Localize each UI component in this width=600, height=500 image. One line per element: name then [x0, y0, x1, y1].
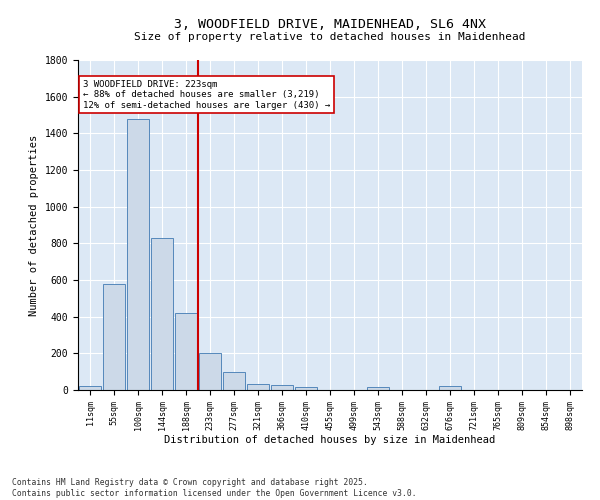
Bar — [247, 384, 269, 390]
Bar — [223, 372, 245, 390]
Text: 3 WOODFIELD DRIVE: 223sqm
← 88% of detached houses are smaller (3,219)
12% of se: 3 WOODFIELD DRIVE: 223sqm ← 88% of detac… — [83, 80, 330, 110]
Bar — [271, 386, 293, 390]
X-axis label: Distribution of detached houses by size in Maidenhead: Distribution of detached houses by size … — [164, 436, 496, 446]
Text: 3, WOODFIELD DRIVE, MAIDENHEAD, SL6 4NX: 3, WOODFIELD DRIVE, MAIDENHEAD, SL6 4NX — [174, 18, 486, 30]
Bar — [79, 386, 101, 390]
Y-axis label: Number of detached properties: Number of detached properties — [29, 134, 39, 316]
Bar — [199, 354, 221, 390]
Bar — [367, 387, 389, 390]
Text: Contains HM Land Registry data © Crown copyright and database right 2025.
Contai: Contains HM Land Registry data © Crown c… — [12, 478, 416, 498]
Bar — [103, 284, 125, 390]
Bar — [151, 238, 173, 390]
Bar — [175, 313, 197, 390]
Bar — [127, 118, 149, 390]
Bar — [295, 387, 317, 390]
Text: Size of property relative to detached houses in Maidenhead: Size of property relative to detached ho… — [134, 32, 526, 42]
Bar — [439, 386, 461, 390]
